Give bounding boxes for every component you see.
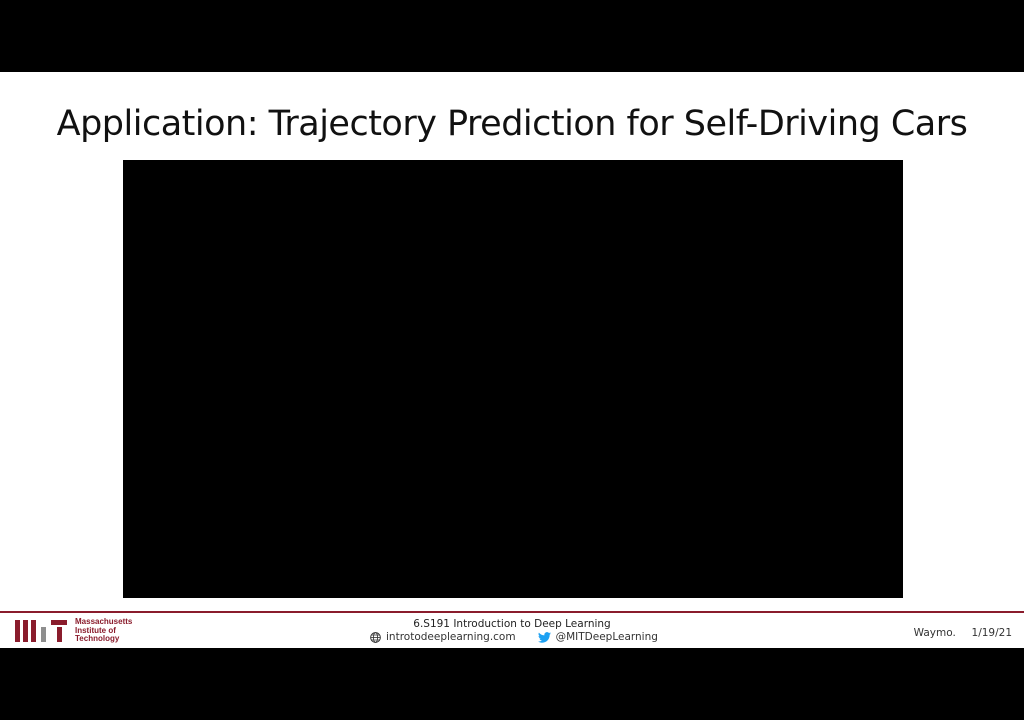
mit-logo-icon <box>15 620 67 642</box>
credit-source: Waymo. <box>913 627 956 639</box>
course-title: 6.S191 Introduction to Deep Learning <box>413 618 611 630</box>
twitter-handle[interactable]: @MITDeepLearning <box>555 631 658 643</box>
twitter-bird-icon <box>537 631 551 643</box>
slide-date: 1/19/21 <box>971 627 1012 639</box>
institution-line: Massachusetts <box>75 617 133 626</box>
institution-line: Institute of <box>75 625 116 635</box>
institution-name: Massachusetts Institute of Technology <box>75 617 133 644</box>
slide: Application: Trajectory Prediction for S… <box>0 72 1024 648</box>
slide-title: Application: Trajectory Prediction for S… <box>56 104 968 144</box>
footer-links: introtodeeplearning.com @MITDeepLearning <box>370 631 658 643</box>
footer-divider <box>0 611 1024 613</box>
website-link[interactable]: introtodeeplearning.com <box>386 631 516 643</box>
institution-line: Technology <box>75 634 120 643</box>
globe-icon <box>370 631 381 643</box>
slide-credit: Waymo. 1/19/21 <box>914 627 1012 639</box>
video-frame[interactable] <box>123 160 903 598</box>
slide-footer: Massachusetts Institute of Technology 6.… <box>0 611 1024 648</box>
